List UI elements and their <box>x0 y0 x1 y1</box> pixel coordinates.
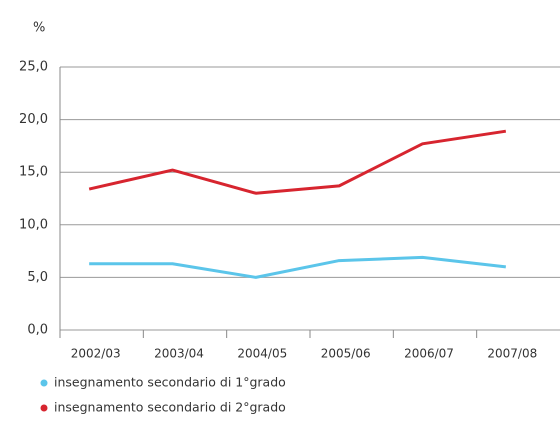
y-tick-label: 25,0 <box>19 60 48 75</box>
legend-label: insegnamento secondario di 1°grado <box>54 375 286 390</box>
y-tick-label: 0,0 <box>27 323 48 338</box>
legend-marker <box>40 404 48 412</box>
y-axis-label: % <box>33 21 45 36</box>
x-tick-label: 2004/05 <box>237 347 287 361</box>
y-tick-label: 20,0 <box>19 112 48 127</box>
x-tick-label: 2003/04 <box>154 347 204 361</box>
y-tick-label: 10,0 <box>19 217 48 232</box>
legend-marker <box>40 379 48 387</box>
series-line <box>89 255 507 279</box>
x-tick-label: 2007/08 <box>487 347 537 361</box>
x-tick-label: 2002/03 <box>71 347 121 361</box>
series-line <box>88 129 507 195</box>
legend-label: insegnamento secondario di 2°grado <box>54 400 286 415</box>
x-tick-label: 2005/06 <box>321 347 371 361</box>
x-tick-label: 2006/07 <box>404 347 454 361</box>
y-tick-label: 5,0 <box>27 270 48 285</box>
y-tick-label: 15,0 <box>19 165 48 180</box>
